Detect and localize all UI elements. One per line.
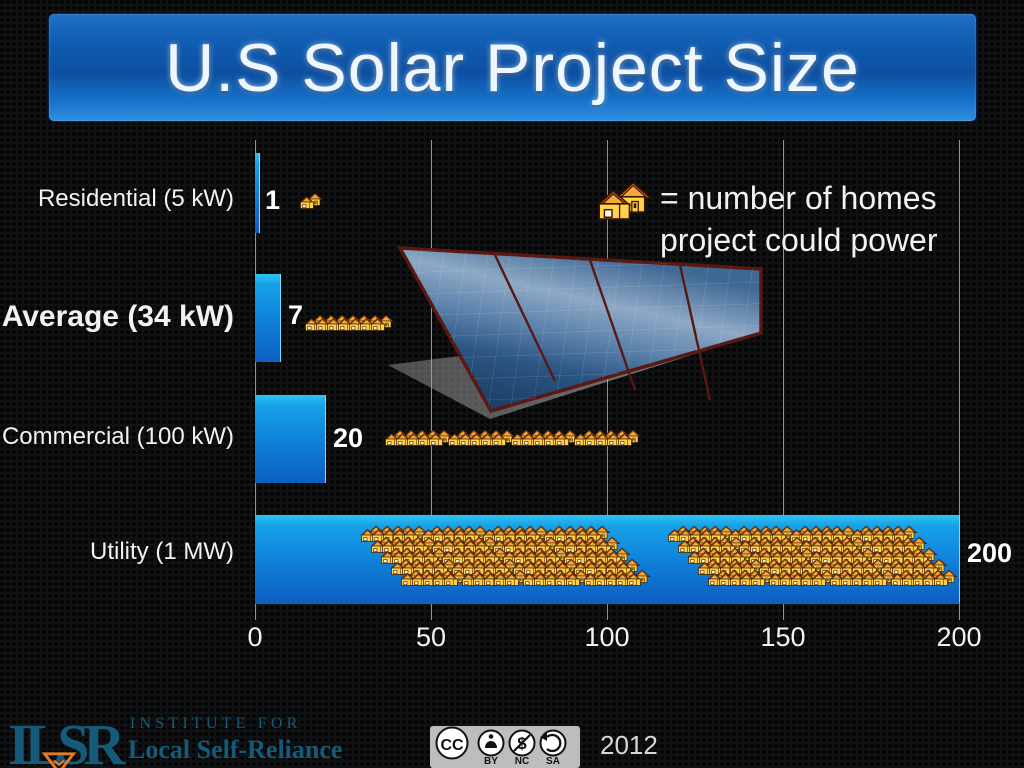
svg-text:SA: SA — [546, 756, 560, 767]
svg-text:NC: NC — [515, 756, 529, 767]
svg-text:BY: BY — [484, 756, 498, 767]
svg-text:CC: CC — [440, 737, 464, 754]
